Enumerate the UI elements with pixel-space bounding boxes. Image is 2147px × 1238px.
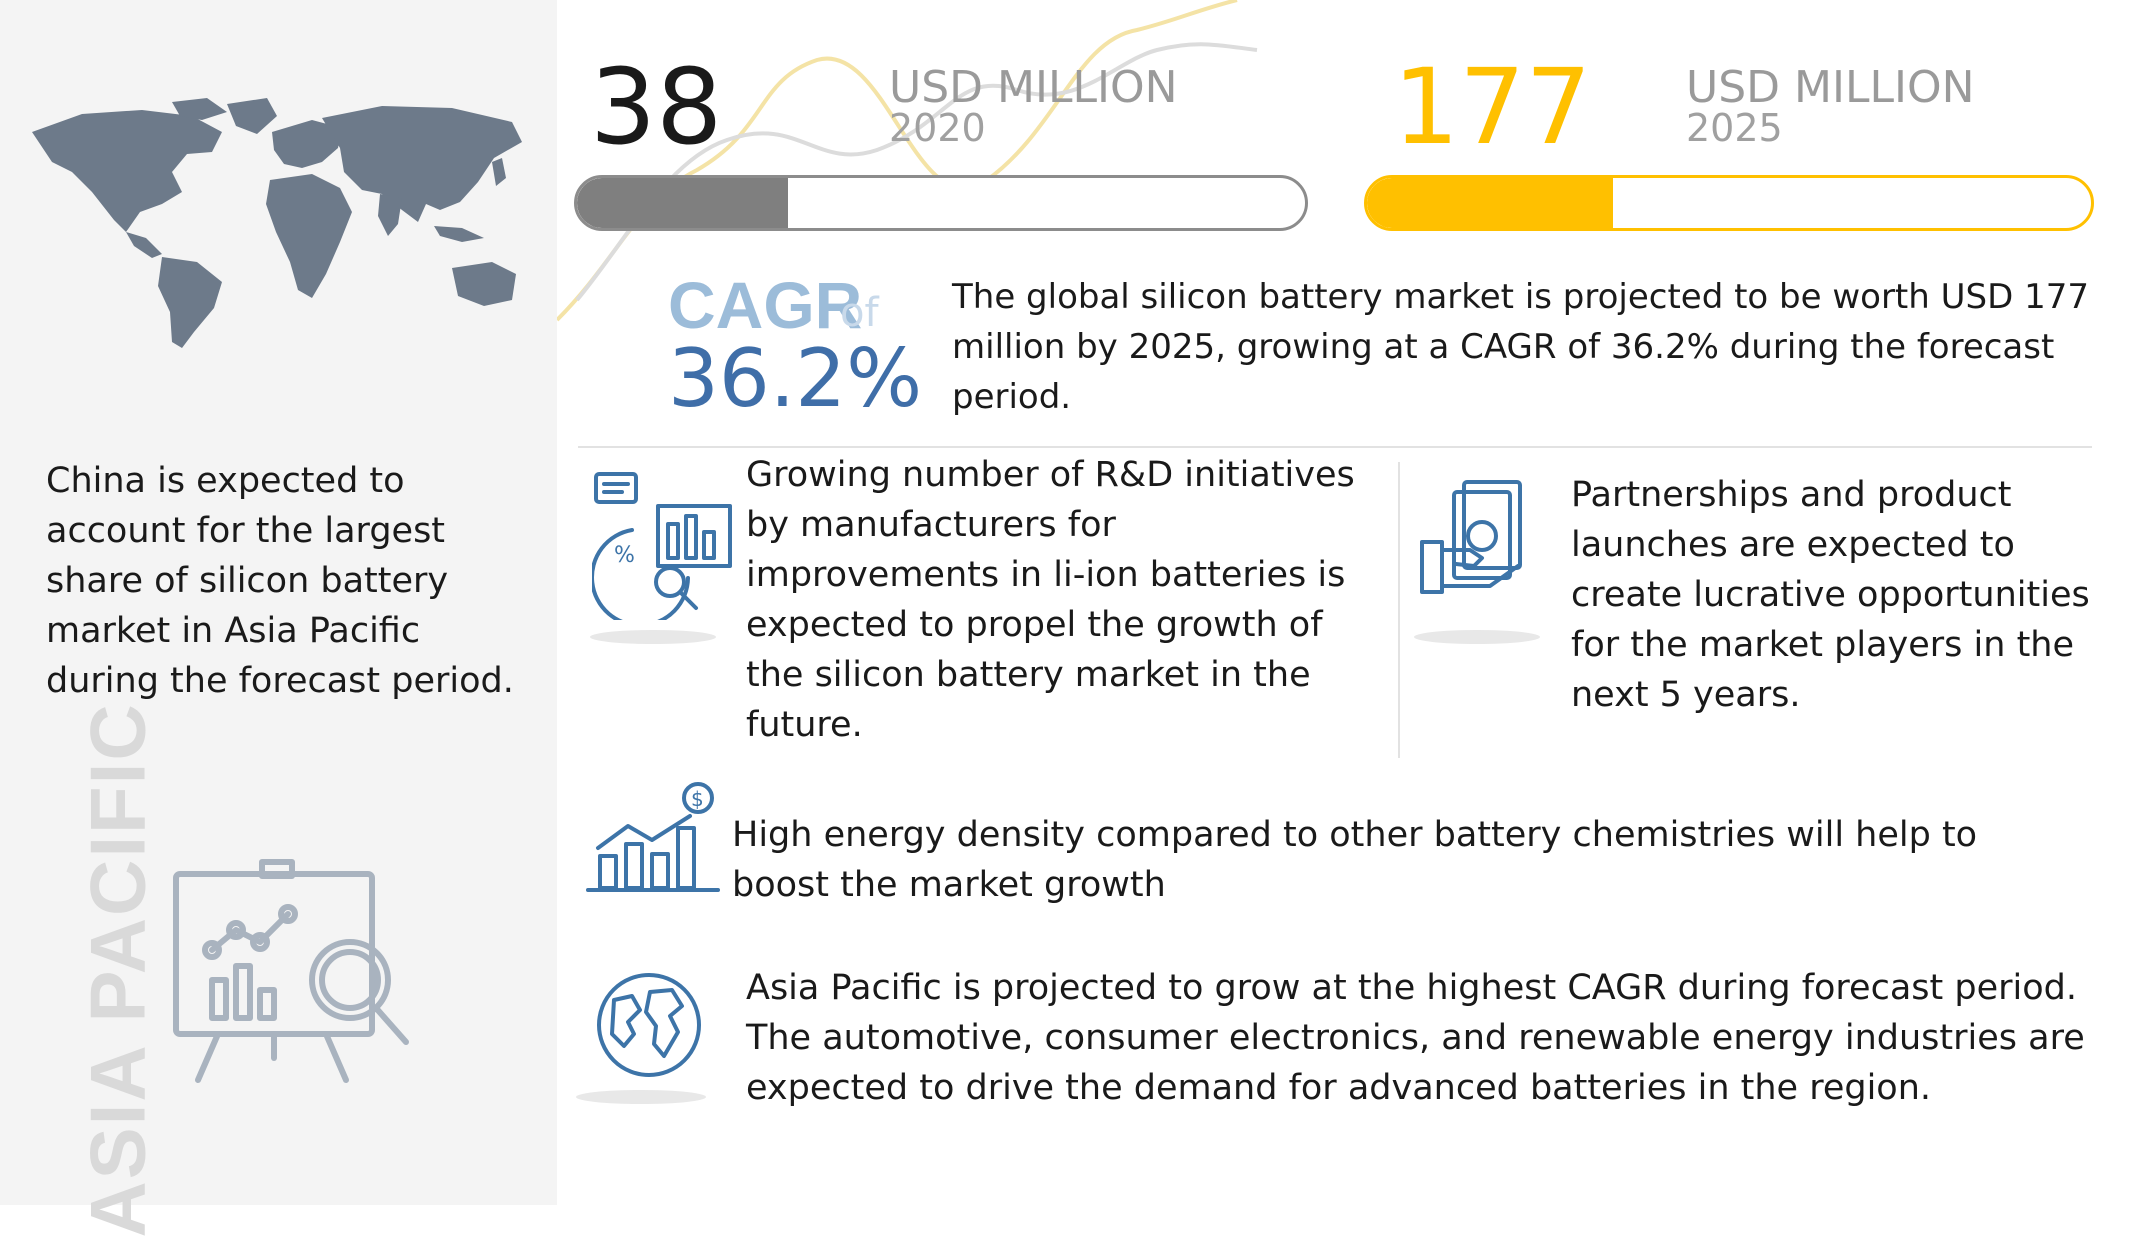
- icon-shadow: [590, 630, 716, 644]
- analytics-board-icon: [173, 859, 409, 1083]
- unit-2020: USD MILLION: [889, 62, 1178, 113]
- growth-chart-icon: $: [586, 782, 720, 892]
- partnerships-text: Partnerships and product launches are ex…: [1571, 475, 2090, 715]
- progress-bar-2020: [574, 175, 1308, 231]
- value-2025: 177: [1393, 46, 1592, 168]
- energy-density-text: High energy density compared to other ba…: [732, 815, 1978, 905]
- rnd-text: Growing number of R&D initiatives by man…: [746, 455, 1355, 745]
- svg-text:$: $: [691, 787, 704, 811]
- value-2020: 38: [590, 46, 723, 168]
- progress-fill-2020: [577, 178, 789, 228]
- vertical-divider: [1398, 462, 1400, 758]
- year-2025: 2025: [1686, 106, 1783, 150]
- cagr-value: 36.2%: [668, 332, 923, 425]
- horizontal-divider: [578, 446, 2092, 448]
- asia-pacific-text: Asia Pacific is projected to grow at the…: [746, 968, 2085, 1108]
- world-map: [32, 98, 522, 348]
- icon-shadow: [576, 1090, 706, 1104]
- svg-text:%: %: [614, 543, 635, 568]
- progress-bar-2025: [1364, 175, 2094, 231]
- cagr-label: CAGR: [668, 268, 863, 342]
- left-sidebar: China is expected to account for the lar…: [0, 0, 557, 1238]
- unit-2025: USD MILLION: [1686, 62, 1975, 113]
- icon-shadow: [1414, 630, 1540, 644]
- research-icon: %: [592, 472, 732, 620]
- market-summary: The global silicon battery market is pro…: [952, 277, 2089, 417]
- region-label: ASIA PACIFIC: [73, 702, 162, 1238]
- globe-icon: [597, 973, 701, 1077]
- china-share-text: China is expected to account for the lar…: [46, 461, 514, 701]
- money-hand-icon: [1420, 480, 1522, 594]
- year-2020: 2020: [889, 106, 986, 150]
- progress-fill-2025: [1367, 178, 1614, 228]
- cagr-of: of: [840, 290, 879, 336]
